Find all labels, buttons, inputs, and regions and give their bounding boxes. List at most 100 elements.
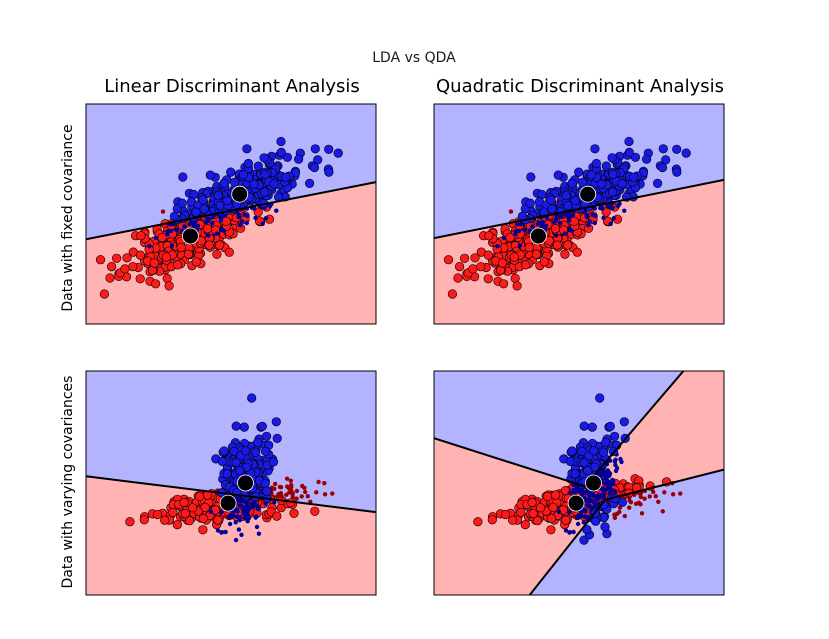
- point-class1: [567, 178, 577, 188]
- row-label-fixed-covariance: Data with fixed covariance: [60, 124, 76, 311]
- point-class0: [500, 509, 511, 520]
- point-class1: [282, 152, 293, 162]
- point-class0: [483, 250, 494, 260]
- point-class1: [267, 203, 273, 209]
- point-class1: [652, 178, 663, 188]
- point-class1: [243, 158, 253, 169]
- point-class1: [249, 179, 259, 189]
- point-class1: [515, 222, 521, 227]
- point-class1: [617, 179, 627, 189]
- point-class1: [219, 446, 229, 456]
- point-class1: [242, 144, 252, 154]
- point-class1: [579, 509, 584, 514]
- point-class1: [191, 207, 201, 217]
- point-class1: [530, 224, 535, 229]
- decision-boundary: [86, 475, 376, 514]
- point-class1: [658, 144, 668, 154]
- point-class0: [305, 494, 310, 499]
- point-class1: [205, 170, 215, 180]
- point-class0: [212, 249, 222, 259]
- point-class1: [262, 486, 272, 496]
- point-class1: [238, 170, 248, 180]
- subplot-1-0: [85, 370, 377, 596]
- point-class1: [239, 219, 245, 224]
- point-class0: [638, 494, 643, 500]
- point-class1: [554, 233, 559, 238]
- point-class0: [172, 519, 182, 530]
- class-mean-1: [231, 185, 249, 203]
- point-class0: [483, 274, 493, 284]
- point-class0: [546, 525, 556, 535]
- point-class1: [587, 499, 592, 504]
- point-class0: [310, 506, 320, 516]
- subplot-grid: [85, 103, 725, 596]
- point-class0: [215, 240, 225, 250]
- point-class1: [522, 227, 527, 233]
- point-class1: [593, 213, 598, 218]
- decision-boundary: [86, 181, 376, 241]
- point-class0: [173, 260, 183, 270]
- point-class0: [322, 492, 328, 497]
- point-class1: [169, 211, 180, 221]
- point-class0: [213, 515, 223, 525]
- point-class1: [562, 231, 568, 236]
- point-class1: [601, 470, 606, 475]
- point-class1: [219, 509, 224, 515]
- point-class1: [561, 191, 571, 201]
- point-class1: [598, 447, 609, 457]
- point-class1: [245, 213, 250, 218]
- point-class1: [179, 228, 185, 233]
- point-class1: [567, 490, 572, 496]
- plot-area: [86, 104, 376, 324]
- point-class1: [583, 509, 588, 514]
- point-class1: [178, 172, 188, 182]
- point-class1: [263, 216, 269, 221]
- point-class0: [269, 485, 275, 490]
- point-class1: [579, 487, 584, 493]
- point-class0: [468, 264, 478, 274]
- point-class0: [548, 502, 558, 513]
- point-class0: [516, 507, 526, 518]
- point-class1: [169, 228, 174, 234]
- point-class0: [627, 505, 632, 510]
- point-class1: [563, 528, 569, 533]
- point-class0: [136, 231, 146, 241]
- point-class1: [276, 147, 286, 157]
- decision-boundary-branch-1: [528, 468, 724, 595]
- point-class1: [269, 179, 279, 189]
- point-class0: [627, 498, 632, 503]
- point-class1: [244, 501, 249, 506]
- class-mean-0: [181, 227, 199, 245]
- point-class1: [253, 515, 258, 520]
- point-class1: [559, 213, 564, 218]
- point-class1: [268, 457, 279, 467]
- class-mean-0: [530, 227, 547, 245]
- point-class1: [226, 167, 236, 177]
- point-class1: [578, 177, 588, 187]
- point-class0: [572, 247, 582, 257]
- point-class1: [294, 154, 304, 164]
- point-class1: [210, 221, 215, 226]
- point-class0: [303, 489, 308, 495]
- point-class0: [316, 479, 321, 485]
- point-class1: [597, 179, 607, 189]
- point-class0: [151, 279, 161, 289]
- point-class1: [553, 170, 563, 180]
- column-title-qda: Quadratic Discriminant Analysis: [436, 76, 724, 97]
- point-class0: [191, 257, 201, 267]
- point-class0: [521, 260, 531, 270]
- point-class1: [260, 221, 265, 226]
- point-class0: [95, 255, 106, 265]
- point-class1: [619, 459, 624, 465]
- axes-frame: [433, 370, 725, 596]
- point-class0: [161, 252, 171, 262]
- point-class1: [596, 496, 601, 501]
- point-class1: [256, 506, 262, 512]
- point-class0: [636, 500, 641, 505]
- point-class1: [615, 203, 621, 209]
- class-mean-1: [579, 185, 597, 203]
- point-class1: [245, 510, 250, 516]
- point-class1: [187, 222, 192, 227]
- point-class1: [223, 529, 228, 535]
